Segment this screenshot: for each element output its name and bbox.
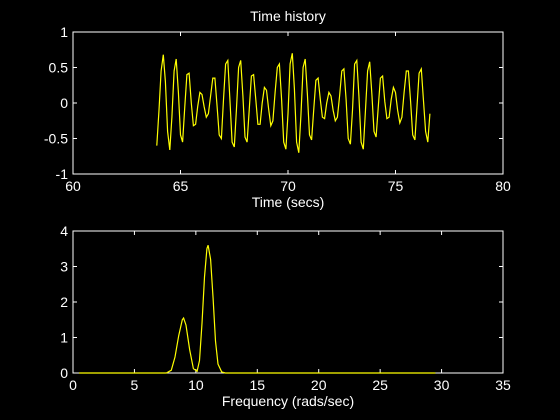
x-tick-label: 20 xyxy=(311,377,327,393)
x-tick-label: 70 xyxy=(280,178,296,194)
chart-title: Time history xyxy=(250,8,326,24)
y-tick-label: 0 xyxy=(60,365,68,381)
x-tick-label: 60 xyxy=(65,178,81,194)
x-tick-label: 0 xyxy=(69,377,77,393)
axes-box xyxy=(72,230,504,374)
y-tick-label: 4 xyxy=(60,223,68,239)
y-tick-label: 0 xyxy=(60,95,68,111)
x-tick-label: 5 xyxy=(131,377,139,393)
x-tick-label: 75 xyxy=(388,178,404,194)
y-tick-label: -0.5 xyxy=(44,131,68,147)
x-tick-label: 30 xyxy=(434,377,450,393)
x-tick-label: 25 xyxy=(372,377,388,393)
x-tick-label: 65 xyxy=(173,178,189,194)
y-tick-label: 3 xyxy=(60,259,68,275)
series-line xyxy=(156,53,431,153)
x-tick-label: 35 xyxy=(495,377,511,393)
x-tick-label: 10 xyxy=(188,377,204,393)
x-axis-label: Frequency (rads/sec) xyxy=(222,393,354,409)
y-tick-label: 1 xyxy=(60,330,68,346)
y-tick-label: 2 xyxy=(60,294,68,310)
x-axis-label: Time (secs) xyxy=(252,194,325,210)
x-tick-label: 80 xyxy=(495,178,511,194)
axes-1: 60 65 70 75 80 -1 -0.5 0 0.5 1 Time history Time (s… xyxy=(44,8,511,210)
axes-2: 0 5 10 15 20 25 30 35 0 1 2 3 4 Frequency (rads/sec) xyxy=(60,223,511,409)
y-tick-label: -1 xyxy=(56,166,69,182)
y-tick-label: 1 xyxy=(60,24,68,40)
y-tick-label: 0.5 xyxy=(49,60,69,76)
x-tick-label: 15 xyxy=(249,377,265,393)
series-line xyxy=(79,245,436,374)
